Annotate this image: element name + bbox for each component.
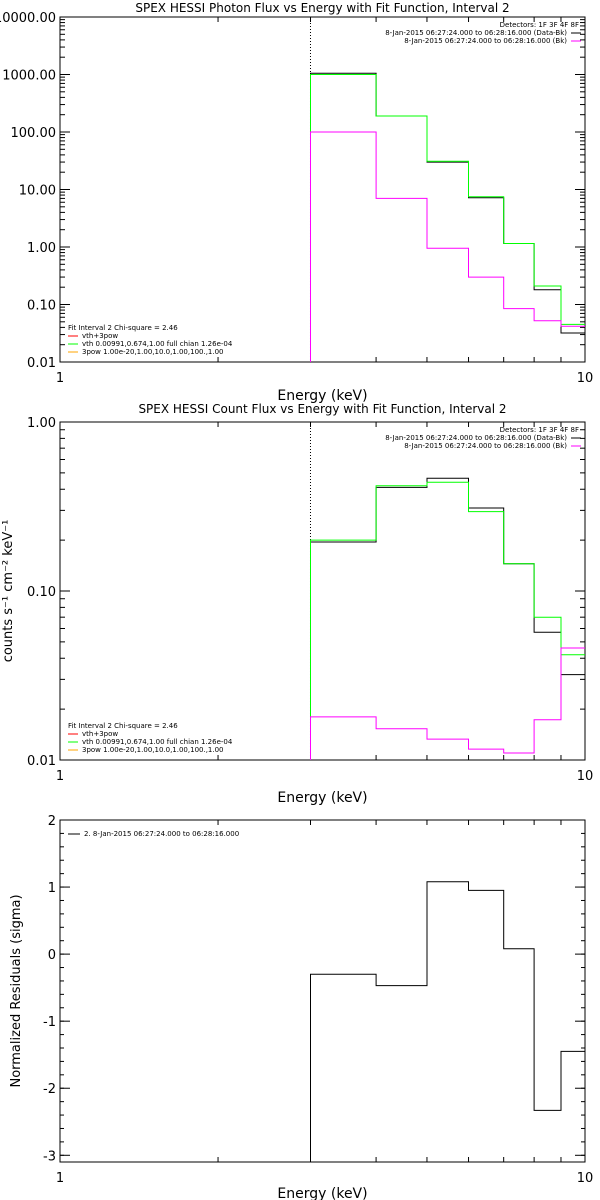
- legend-entry: 8-Jan-2015 06:27:24.000 to 06:28:16.000 …: [385, 434, 567, 442]
- legend-entry: 8-Jan-2015 06:27:24.000 to 06:28:16.000 …: [404, 37, 567, 45]
- x-tick-label: 1: [56, 769, 64, 784]
- y-tick-label: 10.00: [19, 184, 56, 199]
- y-tick-label: 0: [48, 948, 56, 963]
- y-tick-label: 1000.00: [2, 69, 56, 84]
- x-tick-label: 1: [56, 371, 64, 386]
- y-tick-label: 0.01: [27, 754, 56, 769]
- chart-title: SPEX HESSI Photon Flux vs Energy with Fi…: [135, 1, 509, 15]
- x-axis-label: Energy (keV): [277, 388, 367, 404]
- legend-entry: 8-Jan-2015 06:27:24.000 to 06:28:16.000 …: [385, 29, 567, 37]
- legend-entry: vth 0.00991,0.674,1.00 full chian 1.26e-…: [82, 340, 233, 348]
- legend-entry: vth 0.00991,0.674,1.00 full chian 1.26e-…: [82, 738, 233, 746]
- legend-entry: Detectors: 1F 3F 4F 8F: [500, 426, 579, 434]
- legend-entry: Fit Interval 2 Chi-square = 2.46: [68, 722, 178, 730]
- y-axis-label: counts s⁻¹ cm⁻² keV⁻¹: [1, 520, 16, 663]
- legend-entry: 8-Jan-2015 06:27:24.000 to 06:28:16.000 …: [404, 442, 567, 450]
- y-tick-label: 10000.00: [0, 11, 56, 26]
- legend-entry: vth+3pow: [82, 730, 118, 738]
- legend-entry: 3pow 1.00e-20,1.00,10.0,1.00,100.,1.00: [82, 348, 224, 356]
- series-data-line: [310, 881, 585, 1162]
- y-tick-label: 0.10: [27, 299, 56, 314]
- x-tick-label: 1: [56, 1171, 64, 1186]
- y-tick-label: 1.00: [27, 416, 56, 431]
- y-tick-label: 2: [48, 814, 56, 829]
- series-bkg-line: [310, 131, 585, 362]
- chart-title: SPEX HESSI Count Flux vs Energy with Fit…: [138, 402, 506, 416]
- x-axis-label: Energy (keV): [277, 790, 367, 806]
- x-tick-label: 10: [577, 371, 594, 386]
- y-tick-label: 0.10: [27, 585, 56, 600]
- legend-entry: Detectors: 1F 3F 4F 8F: [500, 21, 579, 29]
- y-tick-label: -2: [43, 1082, 56, 1097]
- y-tick-label: 100.00: [11, 126, 57, 141]
- series-model-line: [310, 74, 585, 362]
- y-tick-label: -3: [43, 1149, 56, 1164]
- series-bkg-line: [310, 647, 585, 760]
- x-tick-label: 10: [577, 1171, 594, 1186]
- x-tick-label: 10: [577, 769, 594, 784]
- legend-entry: 2. 8-Jan-2015 06:27:24.000 to 06:28:16.0…: [84, 830, 239, 838]
- series-model-line: [310, 481, 585, 760]
- residuals-panel: Energy (keV) Normalized Residuals (sigma)…: [9, 814, 593, 1200]
- y-tick-label: 1: [48, 881, 56, 896]
- plot-frame: [59, 819, 586, 1163]
- legend-entry: Fit Interval 2 Chi-square = 2.46: [68, 324, 178, 332]
- y-axis-label: Normalized Residuals (sigma): [9, 894, 24, 1087]
- y-tick-label: 0.01: [27, 356, 56, 371]
- count-flux-panel: SPEX HESSI Count Flux vs Energy with Fit…: [1, 402, 593, 806]
- y-tick-label: 1.00: [27, 241, 56, 256]
- legend-entry: vth+3pow: [82, 332, 118, 340]
- y-tick-label: -1: [43, 1015, 56, 1030]
- legend-entry: 3pow 1.00e-20,1.00,10.0,1.00,100.,1.00: [82, 746, 224, 754]
- x-axis-label: Energy (keV): [277, 1186, 367, 1200]
- photon-flux-panel: SPEX HESSI Photon Flux vs Energy with Fi…: [0, 1, 593, 404]
